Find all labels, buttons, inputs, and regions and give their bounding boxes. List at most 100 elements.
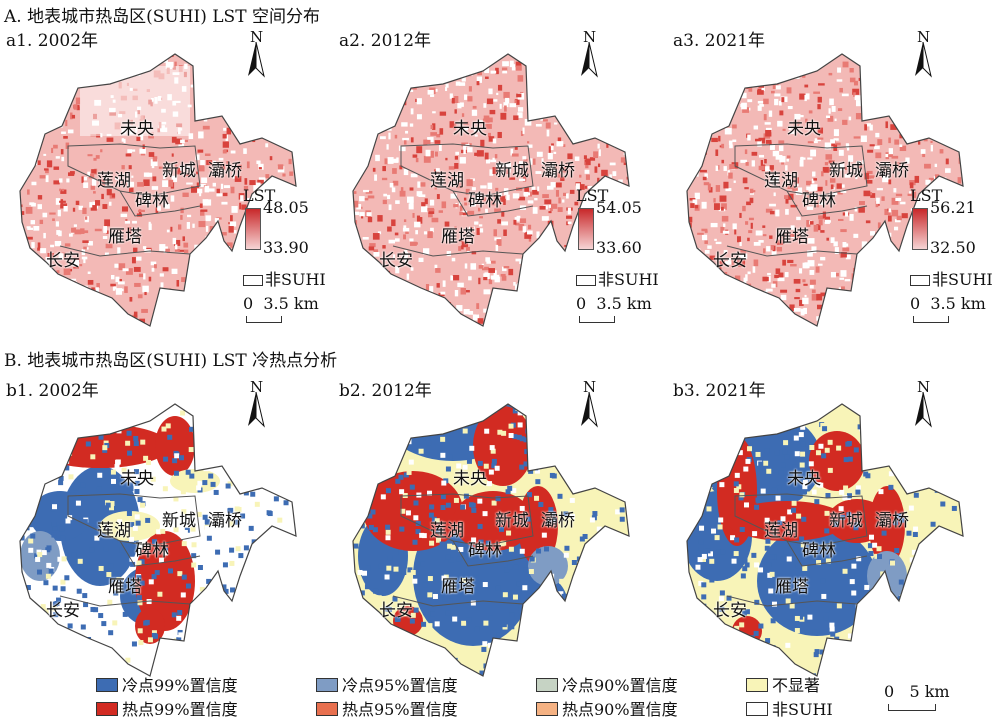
district-label: 碑林 xyxy=(135,541,169,561)
lst-pixel xyxy=(36,314,42,319)
lst-pixel xyxy=(936,133,940,140)
lst-pixel xyxy=(702,285,707,293)
hotspot-cell xyxy=(818,643,824,649)
hotspot-cell xyxy=(507,485,513,491)
lst-pixel xyxy=(799,159,804,167)
lst-pixel xyxy=(515,61,522,68)
hotspot-cell xyxy=(624,489,629,495)
lst-pixel xyxy=(849,214,854,221)
hotspot-cell xyxy=(545,655,551,661)
hotspot-cell xyxy=(519,464,525,470)
lst-pixel xyxy=(289,190,295,196)
lst-pixel xyxy=(890,124,897,130)
lst-pixel xyxy=(355,105,359,113)
hotspot-cell xyxy=(399,657,405,663)
lst-pixel xyxy=(578,325,584,326)
lst-pixel xyxy=(756,72,760,76)
hotspot-cell xyxy=(707,551,713,557)
lst-pixel xyxy=(104,219,111,227)
district-label: 雁塔 xyxy=(775,577,809,597)
lst-pixel xyxy=(183,249,189,253)
hotspot-cell xyxy=(483,463,489,469)
lst-pixel xyxy=(231,206,238,213)
lst-pixel xyxy=(768,322,772,326)
hotspot-cell xyxy=(741,427,747,433)
lst-pixel xyxy=(752,312,758,317)
lst-pixel xyxy=(946,69,951,75)
hotspot-cell xyxy=(20,604,23,610)
lst-pixel xyxy=(875,152,882,159)
lst-pixel xyxy=(465,188,470,195)
scale-bar-line xyxy=(888,704,936,711)
hotspot-cell xyxy=(470,586,476,592)
lst-pixel xyxy=(87,279,94,285)
hotspot-cell xyxy=(901,624,907,630)
lst-pixel xyxy=(878,258,882,262)
hotspot-cell xyxy=(909,557,915,563)
lst-pixel xyxy=(723,181,729,189)
lst-pixel xyxy=(579,174,582,178)
hotspot-cell xyxy=(853,447,859,453)
hotspot-cell xyxy=(610,421,616,427)
lst-pixel xyxy=(793,278,801,284)
lst-pixel xyxy=(951,224,956,228)
lst-pixel xyxy=(697,300,703,305)
hotspot-cell xyxy=(622,637,628,643)
hotspot-cell xyxy=(867,543,873,549)
lst-pixel xyxy=(451,257,456,262)
hotspot-cell xyxy=(856,416,862,422)
lst-pixel xyxy=(432,111,436,114)
hotspot-cell xyxy=(831,420,837,426)
lst-pixel xyxy=(168,319,172,323)
lst-pixel xyxy=(535,96,540,99)
lst-pixel xyxy=(289,84,295,91)
lst-pixel xyxy=(383,193,387,197)
lst-pixel xyxy=(353,250,357,256)
hotspot-cell xyxy=(738,495,744,501)
hotspot-cell xyxy=(630,451,635,456)
lst-pixel xyxy=(95,155,100,159)
hotspot-cell xyxy=(208,405,214,411)
district-label: 莲湖 xyxy=(764,521,798,541)
lst-pixel xyxy=(193,265,199,273)
lst-pixel xyxy=(562,60,567,64)
lst-pixel xyxy=(892,114,897,117)
hotspot-cell xyxy=(907,617,913,623)
lst-pixel xyxy=(742,56,749,63)
hotspot-cell xyxy=(966,620,971,625)
lst-pixel xyxy=(866,261,869,266)
non-suhi-label: 非SUHI xyxy=(932,270,993,289)
lst-pixel xyxy=(67,129,74,134)
hotspot-cell xyxy=(140,502,146,508)
lst-pixel xyxy=(589,157,596,161)
hotspot-cell xyxy=(108,505,114,511)
hotspot-cell xyxy=(151,630,157,636)
lst-pixel xyxy=(257,130,262,134)
hotspot-cell xyxy=(765,538,771,544)
hotspot-cell xyxy=(84,404,90,409)
lst-pixel xyxy=(568,318,573,321)
lst-pixel xyxy=(285,80,292,86)
lst-pixel xyxy=(428,150,434,158)
hotspot-cell xyxy=(401,611,407,617)
hotspot-cell xyxy=(775,495,781,501)
hotspot-cell xyxy=(609,539,615,545)
lst-pixel xyxy=(876,197,880,204)
lst-pixel xyxy=(942,122,946,126)
lst-pixel xyxy=(279,97,285,100)
hotspot-cell xyxy=(224,641,230,647)
hotspot-cell xyxy=(744,636,750,642)
lst-pixel xyxy=(63,205,68,212)
hotspot-cell xyxy=(813,652,819,658)
lst-pixel xyxy=(357,162,363,170)
hotspot-cell xyxy=(225,483,231,489)
lst-pixel xyxy=(795,189,802,195)
hotspot-cell xyxy=(223,588,229,594)
hotspot-cell xyxy=(28,538,34,544)
hotspot-cell xyxy=(366,651,372,657)
lst-pixel xyxy=(855,175,858,180)
lst-pixel xyxy=(560,166,568,173)
lst-pixel xyxy=(692,69,695,76)
hotspot-cell xyxy=(119,547,125,553)
lst-pixel xyxy=(154,264,157,269)
